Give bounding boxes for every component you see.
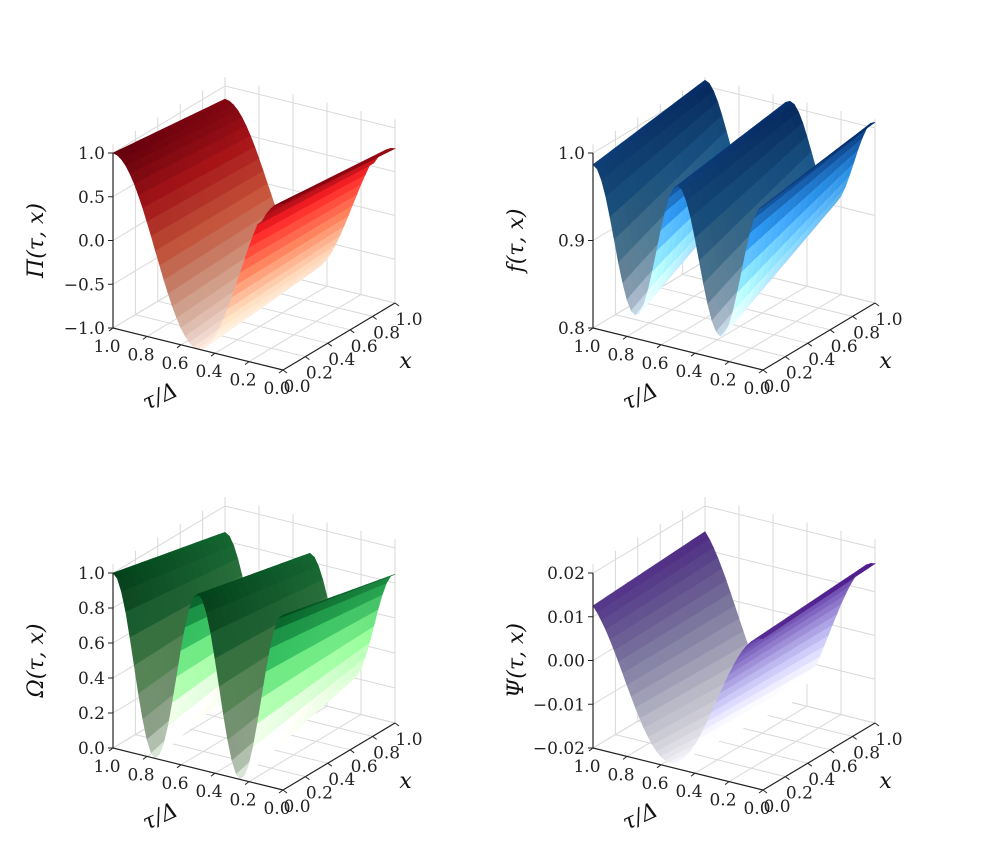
x-tick-label: 0.8	[853, 743, 880, 763]
surface-panel-1: 1.0 0.8 0.6 0.4 0.2 0.00.00.20.40.60.81.01.00…	[24, 77, 423, 416]
x-tick-label: 0.6	[831, 337, 858, 357]
x-axis-label: x	[879, 349, 892, 374]
x-tick-label: 1.0	[395, 310, 422, 330]
x-tick-label: 0.6	[351, 757, 378, 777]
tau-tick-label: 0.8	[127, 345, 154, 365]
z-tick-label: −0.01	[533, 695, 585, 715]
x-tick-label: 0.4	[808, 770, 835, 790]
tau-tick-label: 0.2	[709, 791, 736, 811]
x-tick-label: 0.2	[786, 364, 813, 384]
tau-tick-label: 1.0	[573, 757, 600, 777]
x-tick-label: 1.0	[395, 730, 422, 750]
tau-tick-label: 0.6	[641, 774, 668, 794]
tau-tick-label: 0.6	[161, 354, 188, 374]
z-tick-label: 0.0	[78, 739, 105, 759]
tau-tick-label: 0.8	[127, 765, 154, 785]
tau-tick-label: 1.0	[573, 337, 600, 357]
z-axis-label: Ω(τ, x)	[24, 624, 49, 699]
x-tick-label: 0.2	[306, 364, 333, 384]
tau-axis-label: τ/Δ	[139, 798, 182, 836]
tau-tick-label: 0.6	[161, 774, 188, 794]
z-tick-label: 0.6	[78, 634, 105, 654]
z-tick-label: 0.2	[78, 704, 105, 724]
tau-tick-label: 0.2	[229, 371, 256, 391]
surface-mesh	[112, 531, 396, 780]
tau-axis-label: τ/Δ	[619, 798, 662, 836]
z-tick-label: 0.9	[558, 232, 585, 252]
z-tick-label: 0.0	[78, 232, 105, 252]
x-axis-label: x	[879, 769, 892, 794]
z-tick-label: 0.8	[78, 599, 105, 619]
tau-tick-label: 0.8	[607, 345, 634, 365]
tau-tick-label: 0.2	[229, 791, 256, 811]
x-tick-label: 1.0	[875, 310, 902, 330]
z-axis-label: Ψ(τ, x)	[504, 623, 529, 698]
x-axis-label: x	[399, 349, 412, 374]
x-tick-label: 0.4	[328, 770, 355, 790]
z-tick-label: 1.0	[78, 144, 105, 164]
z-tick-label: −1.0	[64, 319, 105, 339]
tau-tick-label: 0.4	[675, 782, 702, 802]
x-axis-label: x	[399, 769, 412, 794]
tau-tick-label: 0.4	[195, 782, 222, 802]
tau-tick-label: 0.0	[743, 799, 770, 819]
z-tick-label: 1.0	[78, 564, 105, 584]
z-tick-label: 0.00	[547, 652, 585, 672]
z-axis-label: Π(τ, x)	[24, 203, 49, 279]
z-tick-label: 0.01	[547, 608, 585, 628]
tau-tick-label: 0.0	[263, 799, 290, 819]
x-tick-label: 0.8	[373, 323, 400, 343]
x-tick-label: 0.6	[351, 337, 378, 357]
surface-mesh	[592, 79, 876, 337]
x-tick-label: 0.2	[786, 784, 813, 804]
surface-mesh	[592, 531, 876, 764]
z-tick-label: −0.5	[64, 275, 105, 295]
x-tick-label: 0.0	[763, 377, 790, 397]
z-tick-label: 0.5	[78, 188, 105, 208]
tau-tick-label: 0.2	[709, 371, 736, 391]
tau-tick-label: 0.8	[607, 765, 634, 785]
tau-tick-label: 0.0	[743, 379, 770, 399]
axis-lines	[112, 573, 396, 791]
tau-tick-label: 1.0	[93, 337, 120, 357]
tau-axis-label: τ/Δ	[619, 378, 662, 416]
z-tick-label: 1.0	[558, 144, 585, 164]
x-tick-label: 0.6	[831, 757, 858, 777]
z-tick-label: 0.02	[547, 564, 585, 584]
z-axis-label: f(τ, x)	[504, 209, 529, 275]
z-tick-label: −0.02	[533, 739, 585, 759]
surface-panel-3: 1.0 0.8 0.6 0.4 0.2 0.00.00.20.40.60.81.01.00…	[24, 497, 423, 836]
tau-tick-label: 0.4	[195, 362, 222, 382]
x-tick-label: 0.0	[283, 797, 310, 817]
z-tick-label: 0.8	[558, 319, 585, 339]
x-tick-label: 0.0	[283, 377, 310, 397]
x-tick-label: 1.0	[875, 730, 902, 750]
tau-tick-label: 0.4	[675, 362, 702, 382]
surface-panel-4: 1.0 0.8 0.6 0.4 0.2 0.00.00.20.40.60.81.00.02…	[504, 497, 903, 836]
x-tick-label: 0.8	[853, 323, 880, 343]
x-tick-label: 0.0	[763, 797, 790, 817]
tau-tick-label: 0.6	[641, 354, 668, 374]
tau-axis-label: τ/Δ	[139, 378, 182, 416]
surface-panel-2: 1.0 0.8 0.6 0.4 0.2 0.00.00.20.40.60.81.01.00…	[504, 77, 903, 416]
tau-tick-label: 1.0	[93, 757, 120, 777]
x-tick-label: 0.8	[373, 743, 400, 763]
x-tick-label: 0.4	[328, 350, 355, 370]
x-tick-label: 0.2	[306, 784, 333, 804]
tau-tick-label: 0.0	[263, 379, 290, 399]
surface-mesh	[112, 98, 397, 350]
z-tick-label: 0.4	[78, 669, 105, 689]
x-tick-label: 0.4	[808, 350, 835, 370]
